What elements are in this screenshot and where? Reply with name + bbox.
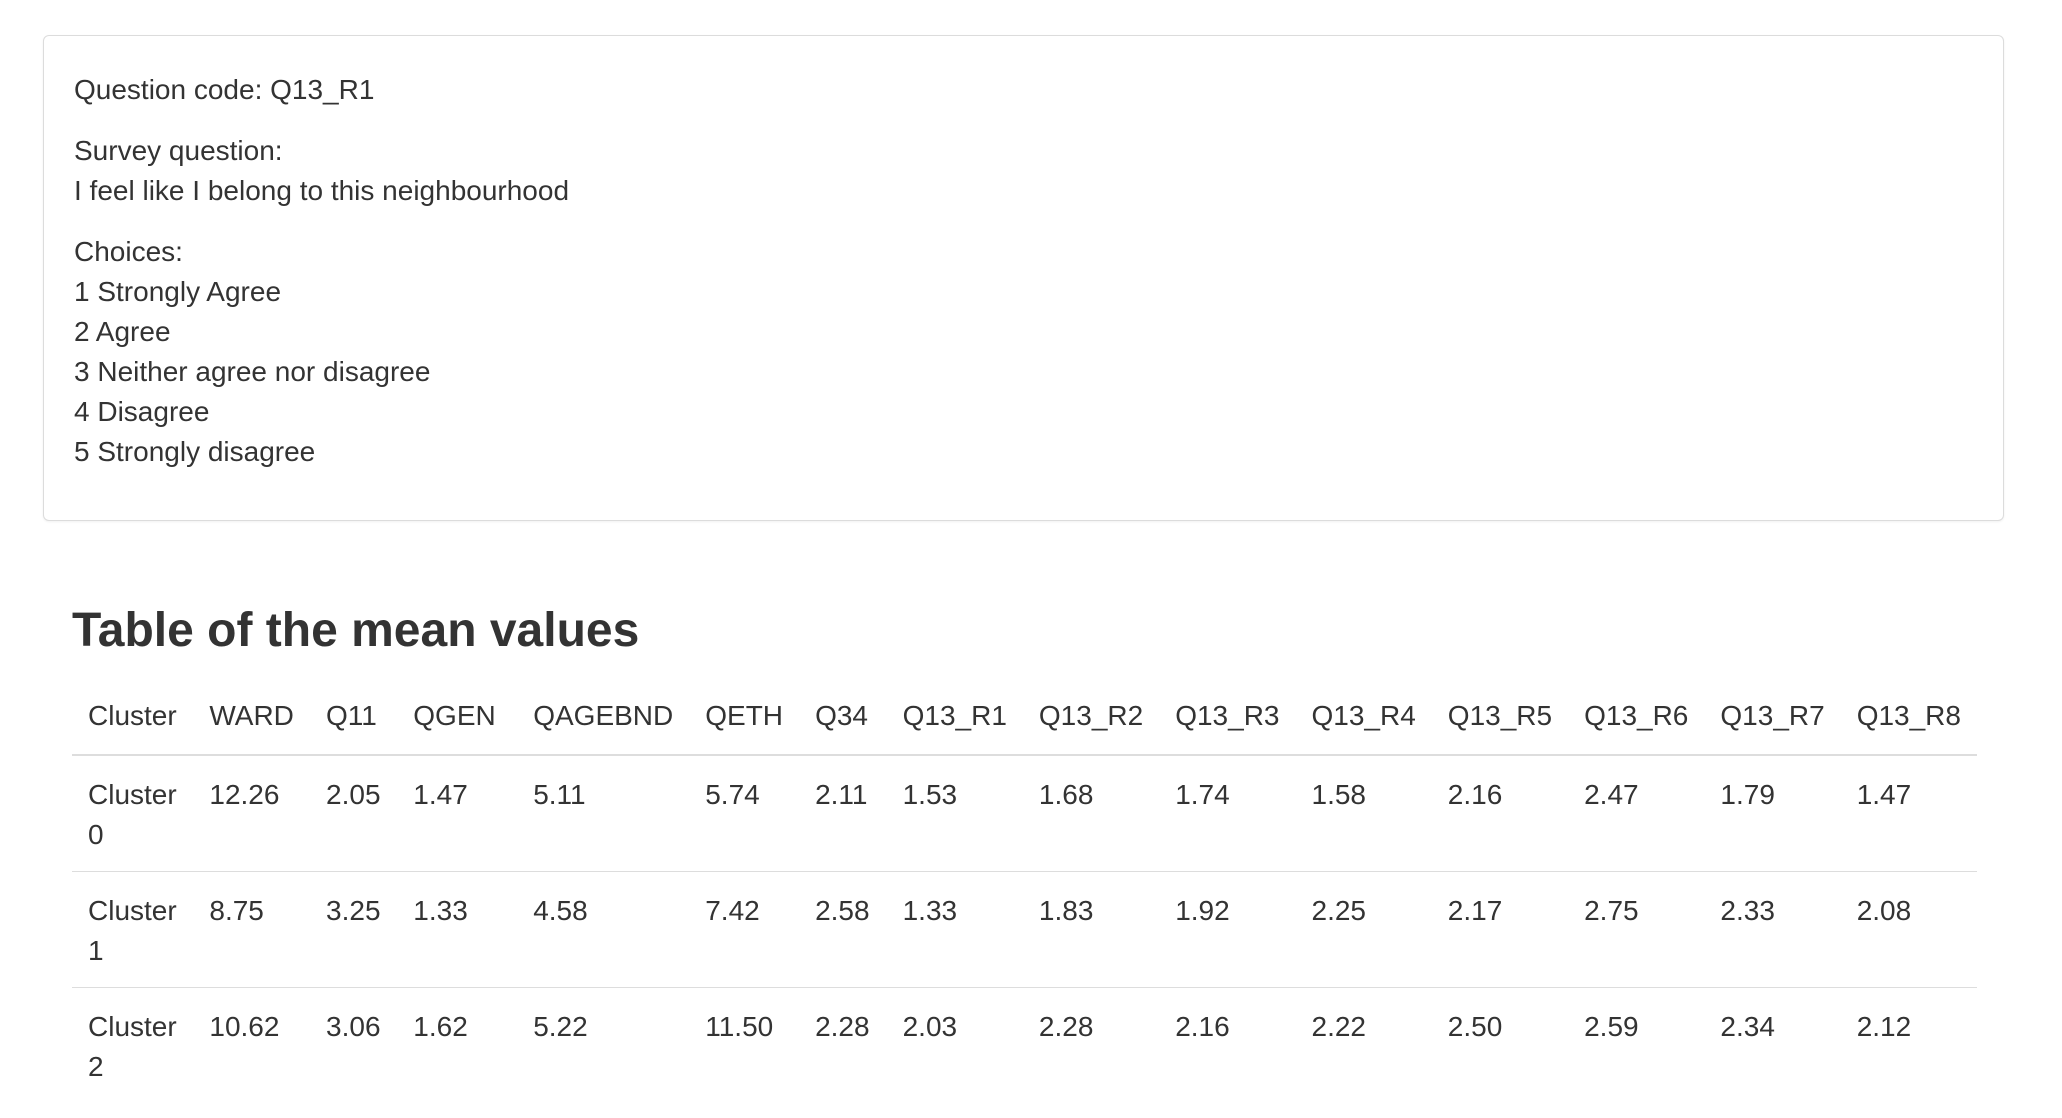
table-cell: 2.12 <box>1856 1011 1912 1042</box>
table-cell: 2.22 <box>1311 1011 1367 1042</box>
table-cell: 5.22 <box>533 1011 588 1042</box>
choices-block: Choices: 1 Strongly Agree 2 Agree 3 Neit… <box>74 232 1973 472</box>
means-table: Cluster WARD Q11 QGEN QAGEBND QETH Q34 Q… <box>72 690 1977 1103</box>
table-cell: 2.08 <box>1840 871 1977 988</box>
choice-item: 5 Strongly disagree <box>74 436 316 467</box>
column-header: Q13_R6 <box>1568 690 1705 756</box>
table-cell: 2.11 <box>799 755 887 872</box>
table-row: Cluster 1 8.75 3.25 1.33 4.58 7.42 2.58 … <box>72 871 1977 988</box>
means-table-title: Table of the mean values <box>72 604 640 657</box>
column-header: QGEN <box>397 690 518 756</box>
choice-item: 3 Neither agree nor disagree <box>74 356 431 387</box>
column-header: Q13_R7 <box>1704 690 1841 756</box>
column-header: Q13_R4 <box>1295 690 1432 756</box>
table-cell: 2.17 <box>1431 871 1569 988</box>
table-cell: 2.34 <box>1720 1011 1775 1042</box>
table-cell: 2.47 <box>1568 755 1705 872</box>
table-cell: 1.92 <box>1159 871 1296 988</box>
table-cell: 1.62 <box>413 1011 468 1042</box>
column-header: Q13_R3 <box>1159 690 1296 756</box>
table-cell: 3.25 <box>310 871 398 988</box>
table-cell: 1.33 <box>886 871 1023 988</box>
table-cell: 2.25 <box>1295 871 1432 988</box>
column-header: Q13_R8 <box>1840 690 1977 756</box>
column-header: QAGEBND <box>517 690 690 756</box>
table-cell: 2.28 <box>1038 1011 1094 1042</box>
table-cell: 11.50 <box>705 1011 774 1042</box>
table-cell: 1.47 <box>397 755 518 872</box>
column-header: Q13_R2 <box>1022 690 1160 756</box>
table-row: Cluster 2 10.62 3.06 1.62 5.22 11.50 2.2… <box>72 988 1977 1104</box>
table-cell: 8.75 <box>193 871 311 988</box>
table-cell: 1.83 <box>1022 871 1160 988</box>
table-cell: 2.28 <box>815 1011 870 1042</box>
column-header: WARD <box>193 690 311 756</box>
table-cell: Cluster 0 <box>72 755 194 872</box>
survey-question-label: Survey question: <box>74 135 283 166</box>
survey-question-text: I feel like I belong to this neighbourho… <box>74 175 570 206</box>
column-header: Q13_R5 <box>1431 690 1569 756</box>
table-cell: 2.16 <box>1431 755 1569 872</box>
column-header: QETH <box>689 690 800 756</box>
table-cell: 1.68 <box>1022 755 1160 872</box>
question-info-panel: Question code: Q13_R1 Survey question: I… <box>43 35 2004 521</box>
table-cell: 1.79 <box>1704 755 1841 872</box>
question-code: Question code: Q13_R1 <box>74 74 375 105</box>
choice-item: 2 Agree <box>74 316 171 347</box>
table-cell: 1.58 <box>1295 755 1432 872</box>
table-cell: 1.33 <box>397 871 518 988</box>
choice-item: 4 Disagree <box>74 396 210 427</box>
table-row: Cluster 0 12.26 2.05 1.47 5.11 5.74 2.11… <box>72 755 1977 872</box>
table-cell: Cluster 1 <box>72 871 194 988</box>
table-cell: 2.16 <box>1175 1011 1230 1042</box>
table-cell: 5.74 <box>689 755 800 872</box>
table-cell: 7.42 <box>689 871 800 988</box>
column-header: Q34 <box>799 690 887 756</box>
table-cell: 2.03 <box>902 1011 958 1042</box>
table-cell: 2.05 <box>310 755 398 872</box>
table-cell: Cluster 2 <box>88 1011 177 1082</box>
table-header-row: Cluster WARD Q11 QGEN QAGEBND QETH Q34 Q… <box>72 690 1977 756</box>
survey-question-block: Survey question: I feel like I belong to… <box>74 131 1973 211</box>
column-header: Q13_R1 <box>886 690 1023 756</box>
table-cell: 2.58 <box>799 871 887 988</box>
table-cell: 5.11 <box>517 755 690 872</box>
table-cell: 4.58 <box>517 871 690 988</box>
choice-item: 1 Strongly Agree <box>74 276 282 307</box>
column-header: Cluster <box>72 690 194 756</box>
column-header: Q11 <box>310 690 398 756</box>
table-cell: 12.26 <box>193 755 311 872</box>
table-cell: 2.50 <box>1447 1011 1503 1042</box>
table-cell: 10.62 <box>209 1011 280 1042</box>
table-cell: 1.47 <box>1840 755 1977 872</box>
table-cell: 2.33 <box>1704 871 1841 988</box>
table-cell: 2.59 <box>1584 1011 1639 1042</box>
table-cell: 1.53 <box>886 755 1023 872</box>
table-cell: 1.74 <box>1159 755 1296 872</box>
table-cell: 2.75 <box>1568 871 1705 988</box>
choices-label: Choices: <box>74 236 183 267</box>
table-cell: 3.06 <box>326 1011 381 1042</box>
